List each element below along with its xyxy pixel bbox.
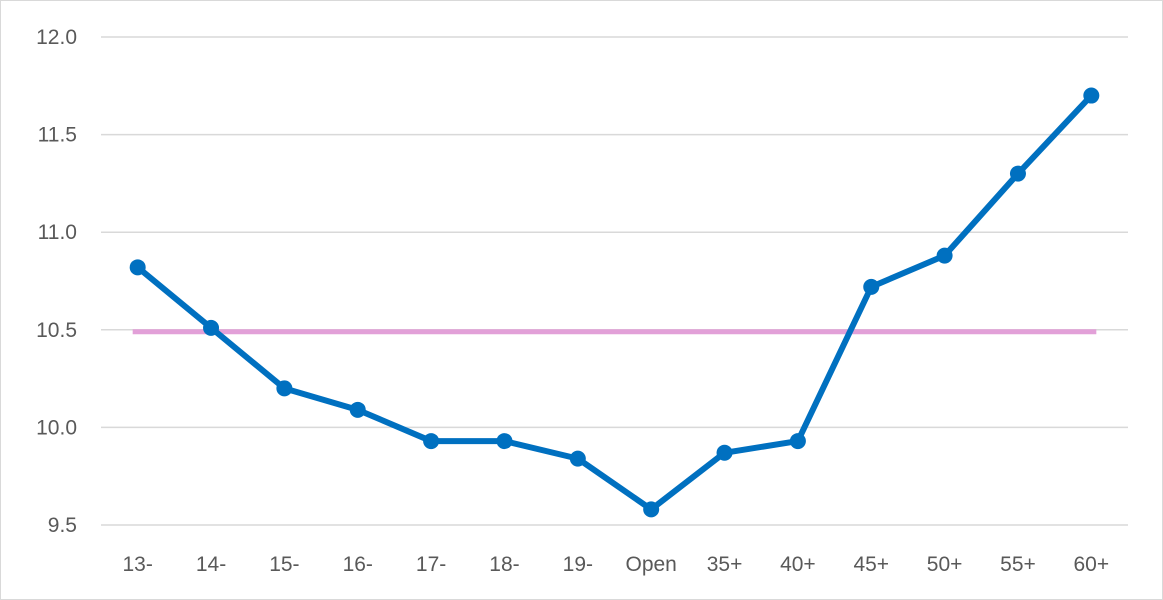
data-point: [569, 450, 586, 467]
x-tick-label: 35+: [707, 553, 743, 576]
series-line-0: [134, 92, 1095, 513]
data-point: [1009, 165, 1026, 182]
series-layer: [129, 87, 1100, 518]
data-point: [643, 501, 660, 518]
y-tick-label: 9.5: [48, 514, 77, 537]
y-tick-label: 12.0: [36, 26, 77, 49]
data-point: [276, 380, 293, 397]
x-tick-label: Open: [625, 553, 676, 576]
x-tick-label: 14-: [196, 553, 226, 576]
x-tick-label: 16-: [343, 553, 373, 576]
y-tick-label: 10.0: [36, 416, 77, 439]
x-tick-label: 50+: [927, 553, 963, 576]
data-point: [349, 401, 366, 418]
x-tick-label: 40+: [780, 553, 816, 576]
data-point: [423, 433, 440, 450]
y-tick-label: 11.0: [38, 221, 77, 244]
data-point: [1083, 87, 1100, 104]
x-tick-label: 45+: [853, 553, 889, 576]
y-axis-tick-labels: 9.5 10.0 10.5 11.0 11.5 12.0: [36, 26, 77, 537]
x-tick-label: 19-: [563, 553, 593, 576]
y-tick-label: 10.5: [36, 319, 77, 342]
data-point: [936, 247, 953, 264]
x-tick-label: 15-: [269, 553, 299, 576]
data-point: [863, 278, 880, 295]
y-tick-label: 11.5: [38, 124, 77, 147]
x-axis-tick-labels: 13- 14- 15- 16- 17- 18- 19- Open 35+ 40+ 45+ 50+ 55+…: [122, 553, 1109, 576]
x-tick-label: 60+: [1074, 553, 1110, 576]
data-point: [789, 433, 806, 450]
gridlines: [101, 36, 1128, 526]
data-point: [716, 444, 733, 461]
x-tick-label: 13-: [122, 553, 152, 576]
data-point: [203, 319, 220, 336]
x-tick-label: 18-: [489, 553, 519, 576]
x-tick-label: 17-: [416, 553, 446, 576]
data-point: [129, 259, 146, 276]
x-tick-label: 55+: [1000, 553, 1036, 576]
data-point: [496, 433, 513, 450]
